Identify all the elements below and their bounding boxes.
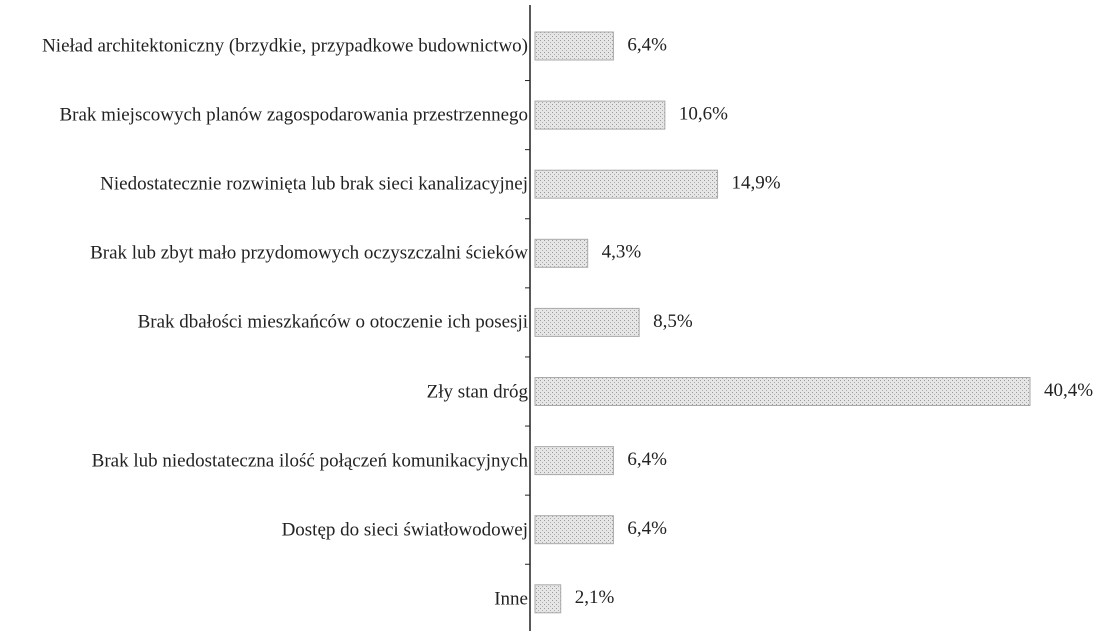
bar xyxy=(534,169,719,199)
bar xyxy=(534,377,1031,406)
category-label: Brak lub zbyt mało przydomowych oczyszcz… xyxy=(90,242,528,264)
value-label: 14,9% xyxy=(732,173,781,194)
value-label: 6,4% xyxy=(627,34,667,55)
value-label: 6,4% xyxy=(627,518,667,539)
bar xyxy=(534,238,589,268)
bar xyxy=(534,446,614,476)
category-label: Brak lub niedostateczna ilość połączeń k… xyxy=(91,450,528,472)
category-label: Brak dbałości mieszkańców o otoczenie ic… xyxy=(137,311,528,333)
value-label: 40,4% xyxy=(1044,380,1093,401)
value-label: 6,4% xyxy=(627,449,667,470)
value-label: 2,1% xyxy=(575,587,615,608)
bar xyxy=(534,584,562,614)
category-label: Niedostatecznie rozwinięta lub brak siec… xyxy=(100,173,528,195)
value-label: 8,5% xyxy=(653,311,693,332)
category-label: Brak miejscowych planów zagospodarowania… xyxy=(59,104,529,126)
bar xyxy=(534,515,614,545)
category-label: Zły stan dróg xyxy=(426,381,528,402)
value-label: 4,3% xyxy=(602,242,642,263)
bar xyxy=(534,307,640,337)
category-label: Nieład architektoniczny (brzydkie, przyp… xyxy=(42,35,528,57)
category-label: Inne xyxy=(494,588,528,610)
bar xyxy=(534,100,666,130)
value-label: 10,6% xyxy=(679,103,728,124)
category-label: Dostęp do sieci światłowodowej xyxy=(281,519,528,541)
bar xyxy=(534,31,614,61)
